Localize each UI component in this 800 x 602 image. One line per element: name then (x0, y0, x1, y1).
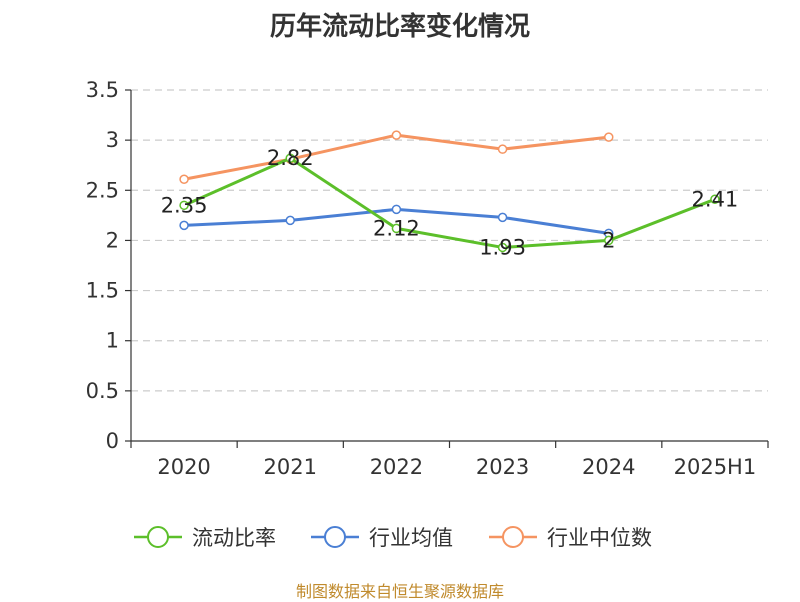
data-point (391, 223, 402, 234)
data-point (179, 220, 189, 231)
x-tick-label: 2023 (476, 455, 529, 479)
data-label: 2.41 (692, 187, 739, 211)
series-line (183, 133, 609, 181)
y-tick-label: 3.5 (86, 78, 119, 102)
data-label: 1.93 (479, 235, 526, 259)
x-tick-label: 2022 (370, 455, 423, 479)
legend: 流动比率 行业均值 行业中位数 (134, 526, 652, 550)
y-tick-label: 1.5 (86, 279, 119, 303)
y-tick-label: 0 (106, 429, 119, 453)
data-point (497, 242, 508, 253)
y-tick-label: 2 (106, 228, 119, 252)
data-point (179, 174, 189, 185)
legend-label: 行业中位数 (547, 526, 652, 550)
data-point (710, 194, 720, 205)
data-point (497, 144, 508, 154)
data-label: 2.82 (267, 146, 314, 170)
data-point (391, 204, 402, 215)
data-labels: 2.35 2.82 2.12 1.93 2 2.41 (161, 146, 739, 259)
x-tick-label: 2024 (582, 455, 635, 479)
axes: 0 0.5 1 1.5 2 2.5 3 3.5 2020 2021 2022 2023 2024 2025… (86, 78, 769, 479)
data-label: 2.35 (161, 193, 208, 217)
data-point (285, 215, 295, 226)
data-point (285, 153, 295, 163)
y-tick-label: 1 (106, 329, 119, 353)
y-tick-label: 3 (106, 128, 119, 152)
chart-title: 历年流动比率变化情况 (269, 12, 530, 42)
legend-swatch-icon (502, 526, 524, 548)
data-point (497, 212, 508, 223)
data-point (179, 200, 189, 211)
series-lines (179, 130, 720, 253)
data-label: 2 (602, 228, 615, 252)
x-tick-label: 2021 (264, 455, 317, 479)
data-label: 2.12 (373, 216, 420, 240)
x-tick-label: 2020 (157, 455, 210, 479)
legend-label: 流动比率 (192, 526, 276, 550)
y-tick-label: 2.5 (86, 178, 119, 202)
source-footer: 制图数据来自恒生聚源数据库 (295, 582, 504, 601)
data-point (604, 132, 614, 142)
y-tick-label: 0.5 (86, 379, 119, 403)
legend-label: 行业均值 (369, 526, 453, 550)
grid-lines (131, 89, 768, 392)
legend-swatch-icon (147, 526, 169, 548)
data-point (604, 235, 614, 246)
series-line (183, 156, 716, 249)
legend-swatch-icon (324, 526, 346, 548)
x-tick-label: 2025H1 (674, 455, 757, 479)
data-point (391, 130, 402, 140)
